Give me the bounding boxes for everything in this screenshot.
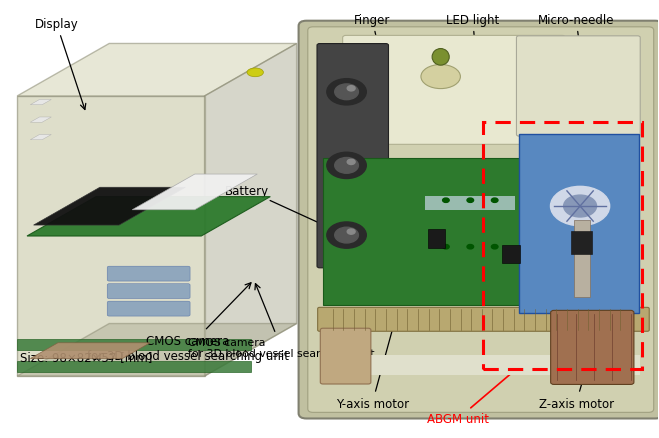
Circle shape xyxy=(492,245,498,249)
FancyBboxPatch shape xyxy=(517,37,641,137)
Ellipse shape xyxy=(421,65,461,89)
Polygon shape xyxy=(17,44,297,97)
Circle shape xyxy=(327,79,366,106)
Text: Micro-needle: Micro-needle xyxy=(538,14,614,114)
Polygon shape xyxy=(30,118,51,123)
FancyBboxPatch shape xyxy=(323,158,577,305)
FancyBboxPatch shape xyxy=(502,245,519,264)
FancyBboxPatch shape xyxy=(308,28,654,413)
FancyBboxPatch shape xyxy=(318,307,649,332)
Circle shape xyxy=(347,230,355,235)
Polygon shape xyxy=(17,97,204,376)
Polygon shape xyxy=(17,339,250,350)
Circle shape xyxy=(443,245,449,249)
FancyBboxPatch shape xyxy=(107,284,190,299)
FancyBboxPatch shape xyxy=(107,267,190,282)
FancyBboxPatch shape xyxy=(326,355,640,374)
Circle shape xyxy=(347,160,355,165)
Circle shape xyxy=(335,158,358,174)
Ellipse shape xyxy=(247,69,264,78)
FancyBboxPatch shape xyxy=(343,36,565,145)
Text: Z-axis motor: Z-axis motor xyxy=(538,317,614,410)
Text: Finger: Finger xyxy=(354,14,390,84)
Circle shape xyxy=(443,198,449,203)
Circle shape xyxy=(563,196,596,218)
Text: CMOS camera
for 3D blood vessel searching unit: CMOS camera for 3D blood vessel searchin… xyxy=(188,284,374,359)
FancyBboxPatch shape xyxy=(107,301,190,316)
FancyBboxPatch shape xyxy=(574,220,590,297)
FancyBboxPatch shape xyxy=(425,197,515,210)
Polygon shape xyxy=(17,324,297,376)
Circle shape xyxy=(492,198,498,203)
Circle shape xyxy=(467,245,474,249)
Polygon shape xyxy=(27,197,270,237)
Text: LED light: LED light xyxy=(446,14,500,75)
Polygon shape xyxy=(204,44,297,376)
Circle shape xyxy=(335,85,358,100)
Circle shape xyxy=(335,228,358,244)
Polygon shape xyxy=(30,135,51,141)
FancyBboxPatch shape xyxy=(317,45,389,268)
Text: Y-axis motor: Y-axis motor xyxy=(335,323,409,410)
FancyBboxPatch shape xyxy=(519,135,639,313)
FancyBboxPatch shape xyxy=(551,311,634,385)
Circle shape xyxy=(347,86,355,92)
Polygon shape xyxy=(30,100,51,106)
FancyBboxPatch shape xyxy=(571,232,592,255)
Circle shape xyxy=(550,187,610,226)
Text: CMOS camera
for 3D blood vessel searching unit: CMOS camera for 3D blood vessel searchin… xyxy=(87,283,289,362)
FancyBboxPatch shape xyxy=(299,21,659,419)
Polygon shape xyxy=(17,361,250,372)
Polygon shape xyxy=(34,188,185,226)
FancyBboxPatch shape xyxy=(428,230,445,248)
Polygon shape xyxy=(132,175,257,210)
Text: Size: 98×82×57 [mm]: Size: 98×82×57 [mm] xyxy=(20,350,153,363)
FancyBboxPatch shape xyxy=(320,328,371,384)
Circle shape xyxy=(327,223,366,249)
Text: Display: Display xyxy=(35,18,86,110)
Polygon shape xyxy=(30,343,150,359)
Text: ABGM unit: ABGM unit xyxy=(427,366,520,425)
Circle shape xyxy=(327,153,366,179)
Ellipse shape xyxy=(432,49,449,66)
Circle shape xyxy=(467,198,474,203)
Text: Battery: Battery xyxy=(225,184,349,237)
